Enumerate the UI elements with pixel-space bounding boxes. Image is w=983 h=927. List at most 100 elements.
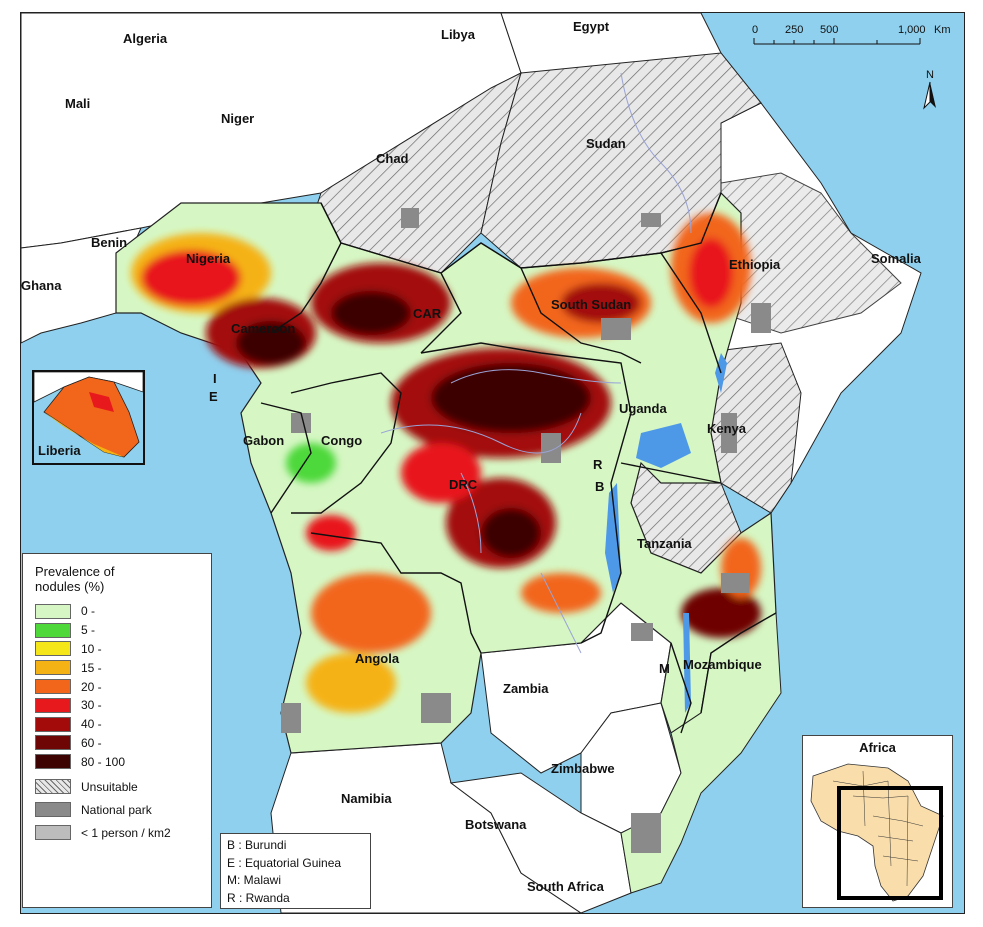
label-zambia: Zambia	[503, 681, 549, 696]
legend-class-label: 5 -	[81, 623, 96, 638]
label-somalia: Somalia	[871, 251, 922, 266]
label-mark-b: B	[595, 479, 604, 494]
legend-class-label: 80 - 100	[81, 754, 126, 769]
abbr-equatorial-guinea: E : Equatorial Guinea	[227, 855, 342, 870]
legend-class-label: 15 -	[81, 660, 102, 675]
label-congo: Congo	[321, 433, 362, 448]
label-cameroon: Cameroon	[231, 321, 295, 336]
label-nigeria: Nigeria	[186, 251, 231, 266]
legend-class-label: 60 -	[81, 735, 102, 750]
prevalence-layer	[131, 213, 761, 713]
low-density-swatch	[35, 825, 71, 841]
label-zimbabwe: Zimbabwe	[551, 761, 615, 776]
legend-swatch	[35, 679, 71, 695]
unsuitable-swatch	[35, 779, 71, 795]
legend-class-label: 30 -	[81, 698, 102, 713]
legend-unsuitable: Unsuitable	[35, 775, 201, 798]
scale-tick-250: 250	[785, 24, 803, 36]
label-ghana: Ghana	[21, 278, 62, 293]
legend: Prevalence of nodules (%) 0 - 5 - 10 - 15 -…	[22, 553, 212, 908]
legend-classes: 0 - 5 - 10 - 15 - 20 - 30 - 40 - 60 - 80 - 100	[35, 602, 201, 771]
label-mark-i: I	[213, 371, 217, 386]
legend-swatch	[35, 622, 71, 638]
label-niger: Niger	[221, 111, 254, 126]
abbr-rwanda: R : Rwanda	[227, 890, 290, 905]
label-chad: Chad	[376, 151, 409, 166]
abbreviations: B : Burundi E : Equatorial Guinea M: Mal…	[220, 833, 371, 909]
label-sudan: Sudan	[586, 136, 626, 151]
borders	[260, 192, 777, 734]
scale-unit: Km	[934, 24, 951, 36]
low-density-label: < 1 person / km2	[81, 825, 171, 840]
africa-inset: Africa	[802, 735, 953, 908]
scale-ruler	[753, 38, 921, 45]
legend-low-density: < 1 person / km2	[35, 821, 201, 844]
north-arrow-icon	[930, 82, 936, 108]
liberia-inset: Liberia	[32, 370, 145, 465]
label-mozambique: Mozambique	[683, 657, 762, 672]
africa-focus-box	[837, 786, 943, 900]
label-tanzania: Tanzania	[637, 536, 692, 551]
liberia-label: Liberia	[38, 443, 81, 458]
label-mark-r: R	[593, 457, 603, 472]
legend-national-park: National park	[35, 798, 201, 821]
rivers	[380, 72, 692, 654]
scale-bar: 0 250 500 1,000 Km	[740, 20, 955, 60]
legend-class-row: 60 -	[35, 734, 201, 753]
unsuitable-label: Unsuitable	[81, 779, 138, 794]
national-parks	[281, 208, 771, 853]
ethiopia-unsuitable	[720, 172, 902, 334]
label-libya: Libya	[441, 27, 476, 42]
legend-class-row: 0 -	[35, 602, 201, 621]
label-namibia: Namibia	[341, 791, 392, 806]
lakes	[605, 353, 727, 713]
legend-swatch	[35, 697, 71, 713]
label-south-africa: South Africa	[527, 879, 605, 894]
label-mark-m: M	[659, 661, 670, 676]
north-arrow: N	[920, 68, 940, 114]
label-kenya: Kenya	[707, 421, 747, 436]
legend-class-label: 20 -	[81, 679, 102, 694]
scale-tick-500: 500	[820, 24, 838, 36]
legend-class-row: 10 -	[35, 640, 201, 659]
national-park-label: National park	[81, 802, 152, 817]
legend-title: Prevalence of nodules (%)	[35, 564, 201, 594]
label-angola: Angola	[355, 651, 400, 666]
label-ethiopia: Ethiopia	[729, 257, 781, 272]
abbr-malawi: M: Malawi	[227, 873, 282, 887]
legend-class-row: 80 - 100	[35, 752, 201, 771]
legend-title-line1: Prevalence of	[35, 564, 115, 579]
label-egypt: Egypt	[573, 19, 610, 34]
legend-class-row: 20 -	[35, 677, 201, 696]
legend-class-label: 0 -	[81, 604, 96, 619]
label-mark-e: E	[209, 389, 218, 404]
label-gabon: Gabon	[243, 433, 284, 448]
label-mali: Mali	[65, 96, 90, 111]
legend-swatch	[35, 716, 71, 732]
label-south-sudan: South Sudan	[551, 297, 631, 312]
scale-tick-0: 0	[752, 24, 758, 36]
legend-class-row: 15 -	[35, 658, 201, 677]
country-labels: Algeria Libya Egypt Mali Niger Chad Suda…	[21, 19, 922, 894]
legend-class-label: 40 -	[81, 717, 102, 732]
label-botswana: Botswana	[465, 817, 527, 832]
legend-swatch	[35, 641, 71, 657]
label-drc: DRC	[449, 477, 478, 492]
legend-class-row: 40 -	[35, 715, 201, 734]
north-label: N	[926, 69, 934, 81]
legend-swatch	[35, 754, 71, 770]
africa-inset-title: Africa	[859, 740, 896, 755]
africa-outline	[810, 763, 944, 902]
legend-class-row: 5 -	[35, 621, 201, 640]
label-algeria: Algeria	[123, 31, 168, 46]
legend-title-line2: nodules (%)	[35, 579, 105, 594]
abbr-burundi: B : Burundi	[227, 838, 287, 852]
label-car: CAR	[413, 306, 442, 321]
legend-swatch	[35, 603, 71, 619]
legend-swatch	[35, 660, 71, 676]
scale-tick-1000: 1,000	[898, 24, 926, 36]
legend-class-row: 30 -	[35, 696, 201, 715]
legend-class-label: 10 -	[81, 641, 102, 656]
national-park-swatch	[35, 802, 71, 818]
legend-swatch	[35, 735, 71, 751]
